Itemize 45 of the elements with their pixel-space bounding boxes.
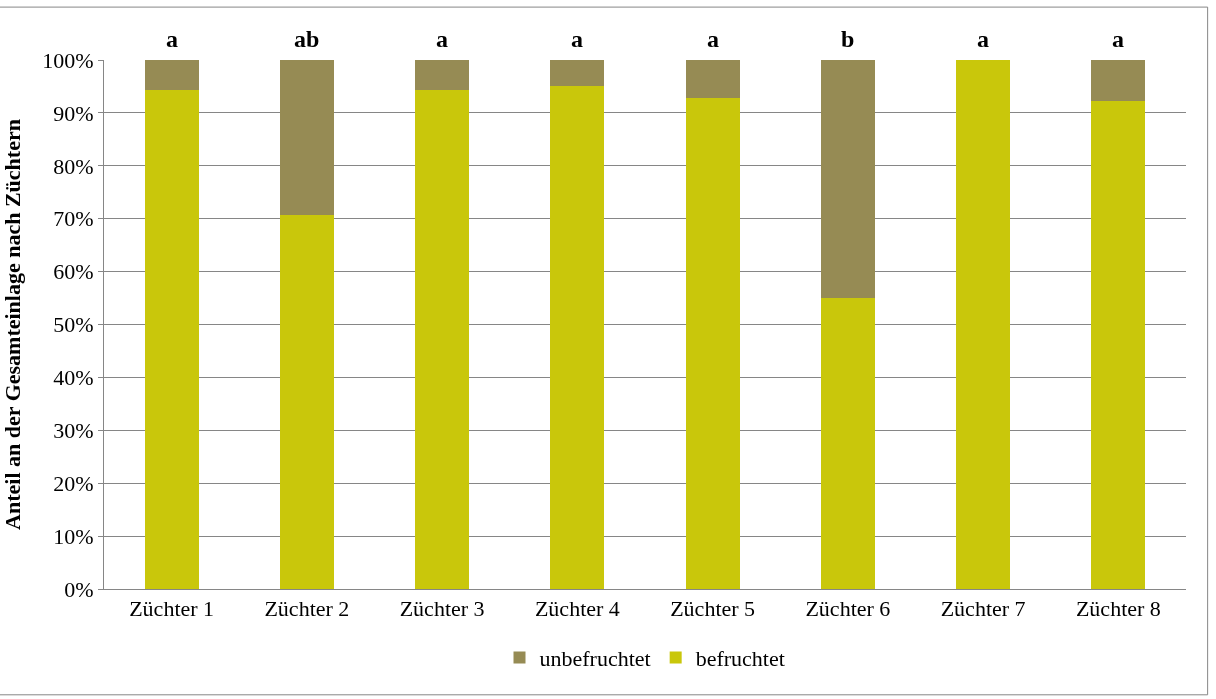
x-tick-label: Züchter 8 [1075, 596, 1161, 622]
bar [1091, 100, 1146, 589]
annotation: a [707, 26, 719, 52]
bar [820, 60, 875, 299]
x-tick-label: Züchter 6 [805, 596, 891, 622]
x-tick-label: Züchter 2 [264, 596, 350, 622]
bar [550, 86, 605, 589]
y-tick-label: 20% [53, 470, 94, 496]
y-tick-label: 0% [64, 576, 94, 602]
bar [1091, 60, 1146, 101]
x-tick-label: Züchter 1 [129, 596, 215, 622]
x-tick-label: Züchter 3 [399, 596, 485, 622]
y-tick-label: 50% [53, 312, 94, 338]
annotation: a [977, 26, 989, 52]
x-tick-label: Züchter 4 [534, 596, 620, 622]
bar [685, 98, 740, 589]
bar [550, 60, 605, 87]
bar [279, 60, 334, 215]
bar [279, 215, 334, 589]
annotation: a [166, 26, 178, 52]
bar [144, 60, 199, 91]
y-axis-title: Anteil an der Gesamteinlage nach Züchtern [0, 119, 26, 530]
y-tick-label: 80% [53, 153, 94, 179]
annotation: a [1112, 26, 1124, 52]
y-tick-label: 30% [53, 418, 94, 443]
bar [820, 298, 875, 589]
legend-label: befruchtet [695, 645, 785, 671]
y-tick-label: 100% [42, 47, 94, 73]
annotation: ab [294, 26, 320, 52]
y-tick-label: 10% [53, 523, 94, 549]
bar [685, 60, 740, 99]
bar [415, 90, 470, 589]
bar [956, 60, 1011, 589]
annotation: a [571, 26, 583, 52]
y-tick-label: 60% [53, 259, 94, 285]
x-tick-label: Züchter 5 [670, 596, 756, 622]
x-tick-label: Züchter 7 [940, 596, 1026, 622]
y-tick-label: 70% [53, 206, 94, 232]
y-tick-label: 40% [53, 365, 94, 391]
y-tick-label: 90% [53, 100, 94, 126]
bar [415, 60, 470, 91]
annotation: a [436, 26, 448, 52]
legend-label: unbefruchtet [539, 645, 651, 671]
bar [144, 90, 199, 589]
annotation: b [841, 26, 855, 52]
